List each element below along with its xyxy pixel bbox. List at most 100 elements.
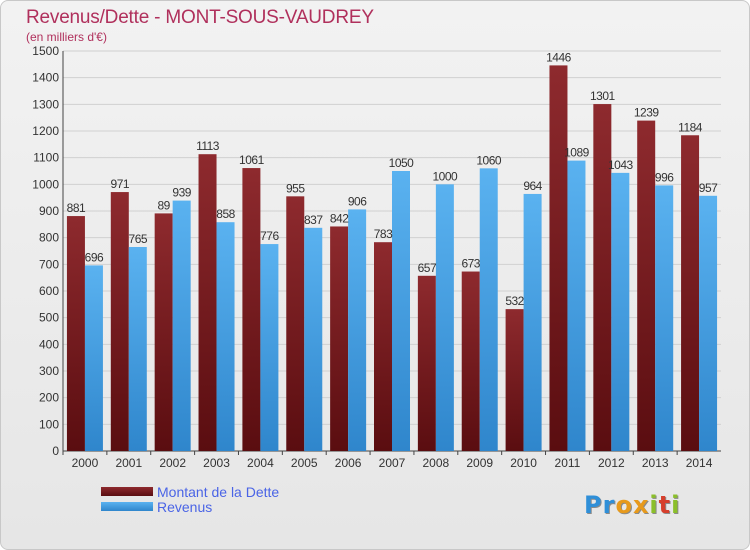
data-label-dette: 1061 <box>239 153 265 167</box>
bar-revenus <box>699 195 718 451</box>
bar-dette <box>549 65 568 452</box>
bar-revenus <box>172 200 191 451</box>
y-tick-label: 900 <box>39 204 59 218</box>
data-label-revenus: 837 <box>304 213 323 227</box>
data-label-revenus: 1060 <box>476 153 502 167</box>
data-label-revenus: 906 <box>348 194 367 208</box>
bar-dette <box>66 216 85 451</box>
y-tick-label: 100 <box>39 417 59 431</box>
x-tick-label: 2010 <box>510 456 537 470</box>
data-label-dette: 1446 <box>546 50 572 64</box>
proxiti-logo: Proxiti <box>584 491 681 519</box>
y-tick-label: 0 <box>52 444 59 458</box>
bar-revenus <box>216 222 235 451</box>
data-label-dette: 842 <box>330 211 349 225</box>
y-tick-label: 1400 <box>32 71 59 85</box>
data-label-dette: 657 <box>418 261 437 275</box>
bar-dette <box>417 275 436 451</box>
bar-revenus <box>128 247 147 451</box>
x-tick-label: 2005 <box>291 456 318 470</box>
data-label-dette: 955 <box>286 181 305 195</box>
y-tick-label: 300 <box>39 364 59 378</box>
bar-dette <box>198 154 217 451</box>
x-tick-label: 2006 <box>335 456 362 470</box>
data-label-revenus: 1089 <box>564 146 590 160</box>
x-tick-label: 2003 <box>203 456 230 470</box>
x-tick-label: 2012 <box>598 456 625 470</box>
y-tick-label: 1500 <box>32 44 59 58</box>
x-tick-label: 2013 <box>642 456 669 470</box>
x-tick-label: 2000 <box>72 456 99 470</box>
data-label-dette: 1184 <box>678 120 703 134</box>
x-tick-label: 2009 <box>466 456 493 470</box>
bar-dette <box>330 226 349 451</box>
x-tick-label: 2007 <box>379 456 406 470</box>
data-label-revenus: 957 <box>699 181 718 195</box>
bar-revenus <box>84 265 103 451</box>
chart-subtitle: (en milliers d'€) <box>26 30 107 44</box>
y-tick-label: 1000 <box>32 177 59 191</box>
bar-revenus <box>304 227 323 451</box>
data-label-revenus: 1043 <box>608 158 634 172</box>
y-tick-label: 700 <box>39 257 59 271</box>
bar-revenus <box>523 193 542 451</box>
bar-dette <box>505 309 524 451</box>
legend-label-revenus: Revenus <box>157 499 213 515</box>
x-tick-label: 2014 <box>686 456 713 470</box>
data-label-revenus: 939 <box>172 186 191 200</box>
bar-revenus <box>435 184 454 452</box>
data-label-dette: 1239 <box>634 106 660 120</box>
bar-dette <box>242 168 261 452</box>
data-label-dette: 783 <box>374 227 393 241</box>
y-tick-label: 800 <box>39 231 59 245</box>
bar-revenus <box>260 244 279 451</box>
x-tick-label: 2002 <box>159 456 186 470</box>
bar-dette <box>461 271 480 451</box>
data-label-revenus: 1000 <box>433 169 459 183</box>
data-label-dette: 532 <box>505 294 524 308</box>
data-label-dette: 673 <box>461 257 480 271</box>
data-label-revenus: 964 <box>523 179 542 193</box>
bar-dette <box>374 242 392 451</box>
x-tick-label: 2004 <box>247 456 274 470</box>
data-label-revenus: 776 <box>260 229 279 243</box>
data-label-dette: 1301 <box>590 89 616 103</box>
bar-dette <box>154 213 173 451</box>
data-label-revenus: 696 <box>85 250 104 264</box>
bar-revenus <box>567 160 586 451</box>
x-tick-label: 2001 <box>115 456 142 470</box>
data-label-revenus: 996 <box>655 170 674 184</box>
chart-title: Revenus/Dette - MONT-SOUS-VAUDREY <box>26 7 374 28</box>
data-label-revenus: 765 <box>129 232 148 246</box>
data-label-revenus: 1050 <box>389 156 415 170</box>
y-tick-label: 1100 <box>33 151 59 165</box>
bar-dette <box>110 192 129 452</box>
data-label-dette: 971 <box>111 177 130 191</box>
x-tick-label: 2011 <box>555 456 581 470</box>
bar-revenus <box>479 168 498 452</box>
bar-dette <box>593 104 612 452</box>
bar-revenus <box>348 209 367 451</box>
bar-dette <box>286 196 305 451</box>
legend-swatch-debt <box>101 487 153 496</box>
bar-revenus <box>392 171 410 451</box>
bar-revenus <box>655 185 674 451</box>
y-tick-label: 400 <box>39 337 59 351</box>
bar-dette <box>637 120 656 451</box>
legend-label-debt: Montant de la Dette <box>157 484 280 500</box>
y-tick-label: 1200 <box>32 124 59 138</box>
y-tick-label: 600 <box>39 284 59 298</box>
data-label-dette: 89 <box>157 198 170 212</box>
y-tick-label: 1300 <box>32 97 59 111</box>
data-label-dette: 1113 <box>196 139 220 153</box>
y-tick-label: 500 <box>39 311 59 325</box>
bar-revenus <box>611 172 630 451</box>
data-label-revenus: 858 <box>216 207 235 221</box>
x-tick-label: 2008 <box>423 456 450 470</box>
bar-dette <box>681 135 700 451</box>
data-label-dette: 881 <box>67 201 86 215</box>
y-tick-label: 200 <box>39 391 59 405</box>
legend-swatch-revenus <box>101 502 153 511</box>
